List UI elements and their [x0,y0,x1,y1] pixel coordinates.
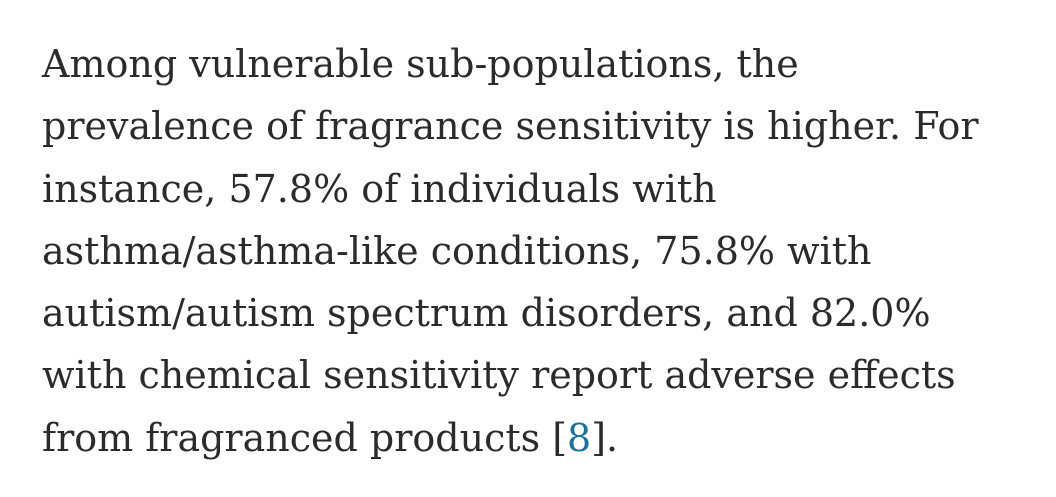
article-paragraph: Among vulnerable sub-populations, the pr… [42,33,1042,469]
last-line-suffix: ]. [591,415,619,460]
paragraph-line: instance, 57.8% of individuals with [42,166,717,211]
paragraph-line: asthma/asthma-like conditions, 75.8% wit… [42,228,872,273]
paragraph-line: prevalence of fragrance sensitivity is h… [42,104,979,149]
paragraph-last-line: from fragranced products [8]. [42,407,1042,469]
paragraph-line: autism/autism spectrum disorders, and 82… [42,291,931,336]
citation-link-8[interactable]: 8 [567,415,592,460]
last-line-prefix: from fragranced products [ [42,415,568,460]
paragraph-line: Among vulnerable sub-populations, the [42,42,799,86]
paragraph-line: with chemical sensitivity report adverse… [42,353,956,398]
